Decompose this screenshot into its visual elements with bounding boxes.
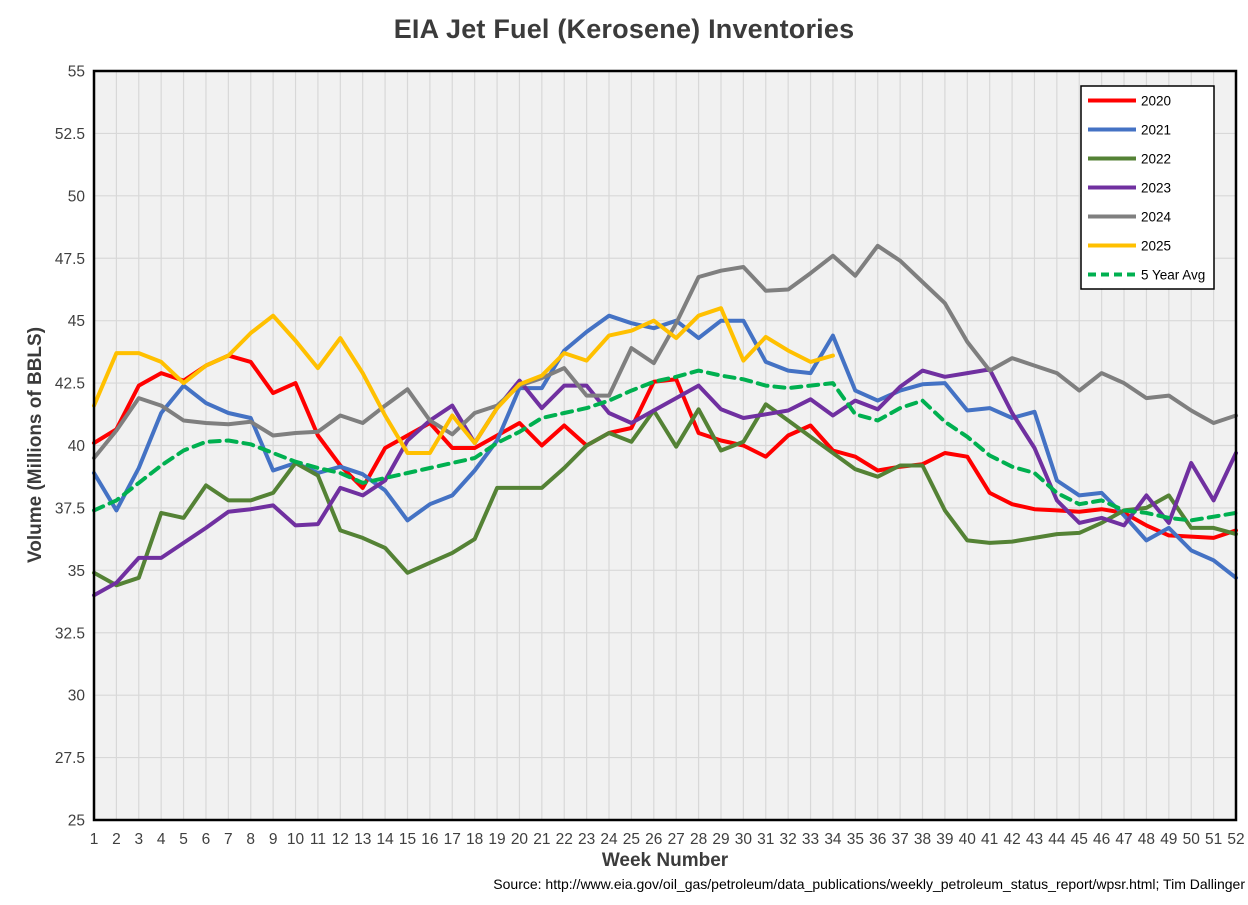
svg-text:35: 35 <box>847 831 864 848</box>
legend-label: 2021 <box>1141 122 1171 137</box>
y-axis-title: Volume (Millions of BBLS) <box>25 326 46 564</box>
svg-text:6: 6 <box>202 831 211 848</box>
svg-text:11: 11 <box>310 831 326 848</box>
svg-text:1: 1 <box>90 831 99 848</box>
svg-text:12: 12 <box>332 831 349 848</box>
svg-text:19: 19 <box>488 831 505 848</box>
svg-text:45: 45 <box>1071 831 1088 848</box>
series-line-2022 <box>92 402 1238 588</box>
svg-text:46: 46 <box>1093 831 1110 848</box>
svg-text:40: 40 <box>959 831 977 848</box>
svg-text:32.5: 32.5 <box>55 625 85 642</box>
series-line-2025 <box>92 306 835 455</box>
svg-text:52: 52 <box>1227 831 1244 848</box>
series-line-2024 <box>92 243 1238 460</box>
series-line-2021 <box>92 313 1238 580</box>
svg-text:42.5: 42.5 <box>55 376 85 393</box>
svg-text:45: 45 <box>68 313 85 330</box>
svg-text:30: 30 <box>68 688 86 705</box>
svg-text:22: 22 <box>556 831 573 848</box>
svg-text:27.5: 27.5 <box>55 750 85 767</box>
chart-title: EIA Jet Fuel (Kerosene) Inventories <box>393 14 855 44</box>
gridlines <box>93 70 1237 821</box>
svg-text:16: 16 <box>421 831 438 848</box>
svg-text:40: 40 <box>68 438 86 455</box>
legend-item-2023: 2023 <box>1088 180 1171 195</box>
legend-item-2025: 2025 <box>1088 238 1171 253</box>
svg-text:15: 15 <box>399 831 416 848</box>
legend-item-2022: 2022 <box>1088 151 1171 166</box>
svg-text:33: 33 <box>802 831 819 848</box>
svg-text:25: 25 <box>623 831 640 848</box>
svg-text:30: 30 <box>735 831 753 848</box>
svg-text:49: 49 <box>1160 831 1177 848</box>
svg-text:47: 47 <box>1115 831 1132 848</box>
svg-text:9: 9 <box>269 831 278 848</box>
svg-text:29: 29 <box>712 831 729 848</box>
svg-text:37: 37 <box>891 831 908 848</box>
svg-text:50: 50 <box>1183 831 1201 848</box>
x-axis-title: Week Number <box>601 850 729 871</box>
svg-text:27: 27 <box>668 831 685 848</box>
svg-text:10: 10 <box>287 831 305 848</box>
svg-text:41: 41 <box>981 831 998 848</box>
series-line-5-year-avg <box>92 368 1238 523</box>
svg-text:24: 24 <box>600 831 618 848</box>
svg-text:25: 25 <box>68 813 85 830</box>
legend-item-5-year-avg: 5 Year Avg <box>1088 267 1205 282</box>
svg-text:7: 7 <box>224 831 233 848</box>
svg-text:32: 32 <box>780 831 797 848</box>
legend-label: 2022 <box>1141 151 1171 166</box>
svg-text:23: 23 <box>578 831 595 848</box>
svg-text:35: 35 <box>68 563 85 580</box>
svg-text:4: 4 <box>157 831 166 848</box>
svg-text:42: 42 <box>1003 831 1020 848</box>
legend-label: 2023 <box>1141 180 1171 195</box>
svg-text:38: 38 <box>914 831 931 848</box>
svg-text:47.5: 47.5 <box>55 251 85 268</box>
svg-text:2: 2 <box>112 831 121 848</box>
svg-text:14: 14 <box>376 831 394 848</box>
svg-text:44: 44 <box>1048 831 1066 848</box>
series-line-2023 <box>92 367 1238 598</box>
svg-text:48: 48 <box>1138 831 1155 848</box>
source-note: Source: http://www.eia.gov/oil_gas/petro… <box>493 876 1245 892</box>
svg-text:20: 20 <box>511 831 529 848</box>
svg-text:18: 18 <box>466 831 483 848</box>
svg-text:8: 8 <box>246 831 255 848</box>
svg-text:26: 26 <box>645 831 662 848</box>
legend-label: 2025 <box>1141 238 1171 253</box>
legend-label: 5 Year Avg <box>1141 267 1205 282</box>
svg-text:36: 36 <box>869 831 886 848</box>
svg-text:17: 17 <box>444 831 461 848</box>
legend-item-2021: 2021 <box>1088 122 1171 137</box>
svg-text:28: 28 <box>690 831 707 848</box>
legend-label: 2024 <box>1141 209 1172 224</box>
svg-text:3: 3 <box>134 831 143 848</box>
svg-text:5: 5 <box>179 831 188 848</box>
svg-text:31: 31 <box>757 831 774 848</box>
legend-label: 2020 <box>1141 93 1171 108</box>
svg-text:37.5: 37.5 <box>55 500 85 517</box>
y-axis-tick-labels: 25 27.5 30 32.5 35 37.5 40 42.5 45 47.5 50 52.5 55 <box>55 64 86 830</box>
plot-border <box>92 69 1238 822</box>
x-axis-tick-labels: 1 2 3 4 5 6 7 8 9 10 11 12 13 14 15 16 17 18 19 20 21 22 23 24 2… <box>90 831 1245 848</box>
legend-item-2020: 2020 <box>1088 93 1171 108</box>
legend: 2020 2021 2022 2023 2024 2025 5 Year Avg <box>1080 85 1215 290</box>
svg-text:52.5: 52.5 <box>55 126 85 143</box>
svg-text:51: 51 <box>1205 831 1222 848</box>
svg-text:13: 13 <box>354 831 371 848</box>
svg-text:34: 34 <box>824 831 842 848</box>
legend-item-2024: 2024 <box>1088 209 1172 224</box>
svg-text:39: 39 <box>936 831 953 848</box>
svg-text:43: 43 <box>1026 831 1043 848</box>
svg-text:21: 21 <box>533 831 550 848</box>
svg-text:55: 55 <box>68 64 85 81</box>
svg-text:50: 50 <box>68 188 86 205</box>
